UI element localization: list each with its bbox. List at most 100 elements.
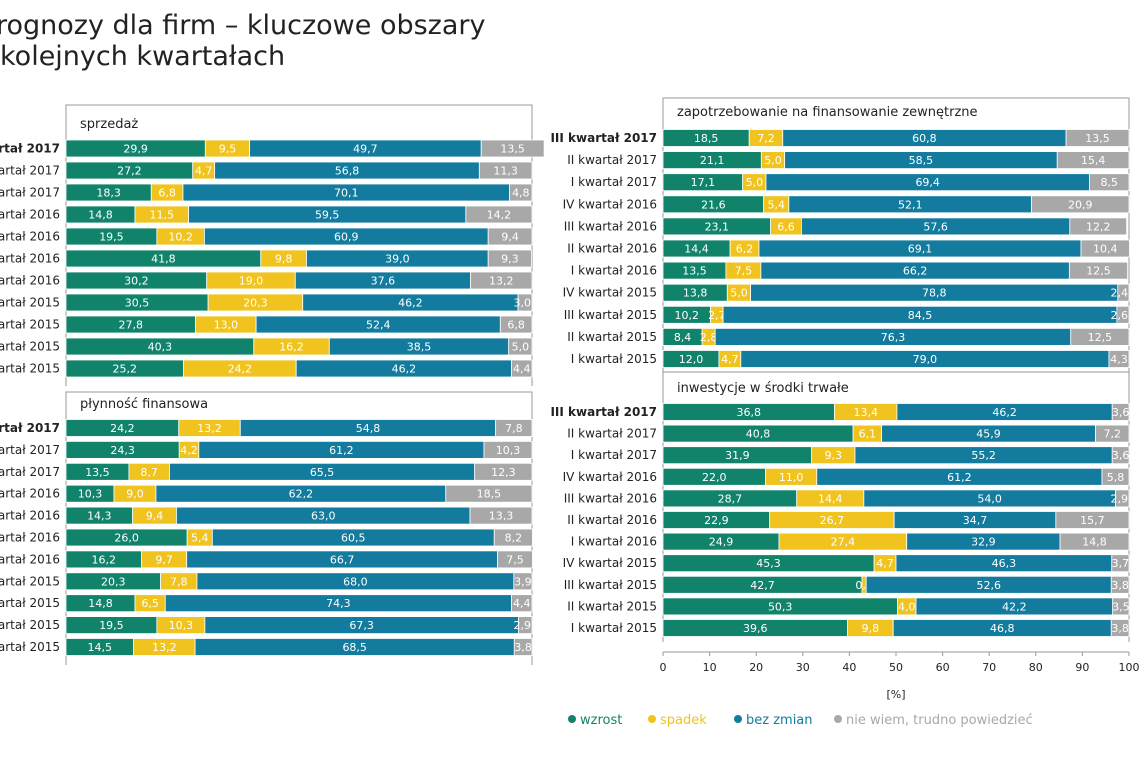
- bar-row: kwartał 2015 20,3 7,8 68,0 3,9: [0, 572, 533, 591]
- data-label: 9,5: [219, 143, 237, 156]
- x-axis-unit: [%]: [886, 688, 905, 701]
- legend-label: nie wiem, trudno powiedzieć: [846, 713, 1033, 728]
- bar-row: II kwartał 2016 14,4 6,2 69,1 10,4: [567, 239, 1130, 258]
- data-label: 26,7: [820, 514, 845, 527]
- bar-row: kwartał 2017 27,2 4,7 56,8 11,3: [0, 161, 533, 180]
- bar-segment-nie-wiem: [483, 440, 533, 459]
- data-label: 46,2: [392, 363, 417, 376]
- data-label: 4,3: [1110, 353, 1128, 366]
- bar-segment-nie-wiem: [478, 161, 533, 180]
- bar-row: IV kwartał 2015 45,3 4,7 46,3 3,7: [563, 554, 1130, 573]
- bar-segment-nie-wiem: [1111, 403, 1130, 421]
- data-label: 20,9: [1068, 198, 1093, 211]
- bar-row: I kwartał 2015 39,6 9,8 46,8 3,8: [571, 619, 1130, 637]
- bar-row: III kwartał 2016 23,1 6,6 57,6 12,2: [564, 217, 1128, 236]
- bar-segment-nie-wiem: [470, 271, 533, 290]
- data-label: 62,2: [289, 488, 314, 501]
- bar-segment-nie-wiem: [1068, 261, 1128, 280]
- bar-row: kwartał 2016 30,2 19,0 37,6 13,2: [0, 271, 533, 290]
- bar-row: kwartał 2016 26,0 5,4 60,5 8,2: [0, 528, 533, 547]
- bar-segment-nie-wiem: [1111, 446, 1130, 465]
- category-label: IV kwartał 2016: [563, 470, 657, 484]
- data-label: 10,4: [1093, 243, 1118, 256]
- category-label: kwartał 2016: [0, 531, 60, 545]
- data-label: 8,5: [1100, 176, 1118, 189]
- bar-row: I kwartał 2016 24,9 27,4 32,9 14,8: [571, 532, 1130, 551]
- bar-segment-nie-wiem: [499, 315, 533, 334]
- data-label: 2,9: [514, 619, 532, 632]
- bar-segment-nie-wiem: [1031, 195, 1130, 214]
- data-label: 4,0: [898, 600, 916, 613]
- data-label: 14,8: [88, 597, 113, 610]
- x-tick-label: 100: [1119, 661, 1140, 674]
- data-label: 18,3: [96, 187, 121, 200]
- bar-segment-nie-wiem: [511, 359, 533, 378]
- bar-row: III kwartał 2016 28,7 14,4 54,0 2,9: [564, 489, 1130, 508]
- data-label: 7,2: [757, 132, 775, 145]
- data-label: 30,5: [125, 297, 150, 310]
- bar-row: II kwartał 2015 50,3 4,0 42,2 3,5: [567, 597, 1130, 616]
- data-label: 2,8: [700, 331, 718, 344]
- panel-title: sprzedaż: [80, 117, 138, 132]
- category-label: II kwartał 2017: [567, 153, 657, 167]
- data-label: 34,7: [963, 514, 988, 527]
- legend-dot: [648, 715, 656, 723]
- bar-row: II kwartał 2015 8,4 2,8 76,3 12,5: [567, 327, 1130, 346]
- data-label: 5,8: [1107, 471, 1125, 484]
- data-label: 14,8: [88, 209, 113, 222]
- data-label: 4,7: [195, 165, 213, 178]
- data-label: 3,8: [514, 641, 532, 654]
- bar-row: kwartał 2016 14,8 11,5 59,5 14,2: [0, 205, 533, 224]
- bar-row: kwartał 2017 29,9 9,5 49,7 13,5: [0, 139, 545, 158]
- bar-segment-nie-wiem: [1070, 327, 1130, 346]
- data-label: 25,2: [112, 363, 137, 376]
- data-label: 39,0: [385, 253, 410, 266]
- bar-row: III kwartał 2015 42,7 0,9 52,6 3,8: [564, 575, 1130, 594]
- data-label: 13,8: [683, 287, 708, 300]
- bar-segment-nie-wiem: [508, 337, 533, 356]
- bar-segment-nie-wiem: [487, 249, 532, 268]
- category-label: III kwartał 2015: [564, 308, 657, 322]
- bar-row: IV kwartał 2015 13,8 5,0 78,8 2,4: [563, 283, 1130, 302]
- data-label: 11,5: [150, 209, 175, 222]
- data-label: 45,3: [756, 557, 781, 570]
- data-label: 4,4: [513, 597, 531, 610]
- data-label: 27,8: [119, 319, 144, 332]
- data-label: 19,0: [239, 275, 264, 288]
- data-label: 61,2: [329, 444, 354, 457]
- x-tick-label: 30: [796, 661, 810, 674]
- data-label: 3,5: [1112, 600, 1130, 613]
- data-label: 6,6: [777, 220, 795, 233]
- data-label: 10,3: [78, 488, 103, 501]
- data-label: 42,2: [1002, 600, 1027, 613]
- data-label: 54,8: [356, 422, 381, 435]
- category-label: II kwartał 2015: [567, 330, 657, 344]
- data-label: 13,2: [152, 641, 177, 654]
- data-label: 14,2: [487, 209, 512, 222]
- bar-segment-nie-wiem: [509, 183, 533, 202]
- bar-row: kwartał 2016 14,3 9,4 63,0 13,3: [0, 506, 533, 525]
- data-label: 14,3: [87, 510, 112, 523]
- x-axis: 0 10 20 30 40 50 60 70 80 90 100 [%]: [660, 651, 1140, 701]
- category-label: kwartał 2016: [0, 487, 60, 501]
- legend-dot: [834, 715, 842, 723]
- bar-segment-nie-wiem: [445, 484, 533, 503]
- bar-row: II kwartał 2017 40,8 6,1 45,9 7,2: [567, 424, 1130, 443]
- data-label: 63,0: [311, 510, 336, 523]
- data-label: 23,1: [705, 220, 730, 233]
- data-label: 3,6: [1112, 406, 1130, 419]
- data-label: 21,6: [701, 198, 726, 211]
- data-label: 2,6: [1111, 309, 1129, 322]
- category-label: III kwartał 2016: [564, 491, 657, 505]
- bar-row: kwartał 2015 25,2 24,2 46,2 4,4: [0, 359, 533, 378]
- data-label: 24,9: [709, 536, 734, 549]
- data-label: 69,4: [915, 176, 940, 189]
- data-label: 61,2: [947, 471, 972, 484]
- category-label: III kwartał 2016: [564, 219, 657, 233]
- data-label: 2,7: [708, 309, 726, 322]
- data-label: 12,5: [1088, 331, 1113, 344]
- data-label: 13,3: [489, 510, 514, 523]
- data-label: 2,9: [1111, 492, 1129, 505]
- data-label: 54,0: [977, 492, 1002, 505]
